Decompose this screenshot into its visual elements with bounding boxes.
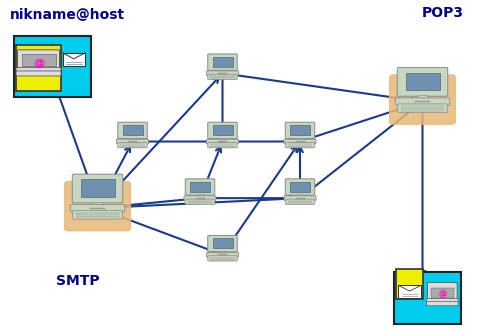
Text: POP3: POP3 bbox=[422, 6, 464, 20]
FancyBboxPatch shape bbox=[16, 71, 61, 76]
Bar bbox=[394, 272, 461, 324]
FancyBboxPatch shape bbox=[118, 143, 147, 148]
FancyBboxPatch shape bbox=[64, 181, 130, 231]
FancyBboxPatch shape bbox=[426, 299, 458, 302]
Bar bbox=[198, 194, 202, 196]
FancyBboxPatch shape bbox=[208, 256, 238, 261]
Bar bbox=[296, 141, 304, 142]
FancyBboxPatch shape bbox=[208, 122, 238, 139]
Bar bbox=[220, 251, 225, 253]
Bar bbox=[80, 179, 114, 197]
FancyBboxPatch shape bbox=[285, 122, 315, 139]
FancyBboxPatch shape bbox=[206, 139, 238, 144]
FancyBboxPatch shape bbox=[208, 54, 238, 70]
Bar bbox=[414, 101, 430, 103]
Bar bbox=[62, 53, 85, 66]
FancyBboxPatch shape bbox=[285, 179, 315, 195]
FancyBboxPatch shape bbox=[72, 174, 123, 203]
Bar bbox=[220, 138, 225, 140]
FancyBboxPatch shape bbox=[70, 204, 125, 212]
Bar bbox=[130, 138, 135, 140]
FancyBboxPatch shape bbox=[206, 71, 238, 76]
Bar bbox=[220, 70, 225, 72]
Text: @: @ bbox=[438, 290, 446, 299]
Bar bbox=[90, 207, 106, 209]
Bar bbox=[190, 182, 210, 192]
FancyBboxPatch shape bbox=[208, 143, 238, 148]
Bar bbox=[398, 285, 421, 298]
FancyBboxPatch shape bbox=[285, 143, 315, 148]
Bar bbox=[218, 254, 227, 255]
Bar bbox=[14, 36, 91, 97]
FancyBboxPatch shape bbox=[397, 68, 448, 96]
FancyBboxPatch shape bbox=[16, 68, 61, 72]
FancyBboxPatch shape bbox=[184, 196, 216, 200]
FancyBboxPatch shape bbox=[185, 179, 215, 195]
FancyBboxPatch shape bbox=[428, 282, 457, 300]
Bar bbox=[290, 125, 310, 135]
Bar bbox=[122, 125, 142, 135]
FancyBboxPatch shape bbox=[284, 139, 316, 144]
FancyBboxPatch shape bbox=[206, 252, 238, 257]
FancyBboxPatch shape bbox=[396, 269, 423, 299]
FancyBboxPatch shape bbox=[426, 302, 458, 306]
Bar bbox=[128, 141, 137, 142]
Bar bbox=[212, 238, 233, 248]
FancyBboxPatch shape bbox=[398, 104, 448, 113]
Text: SMTP: SMTP bbox=[56, 274, 100, 288]
FancyBboxPatch shape bbox=[284, 196, 316, 200]
FancyBboxPatch shape bbox=[185, 199, 215, 204]
FancyBboxPatch shape bbox=[16, 45, 61, 91]
Bar bbox=[298, 194, 302, 196]
FancyBboxPatch shape bbox=[285, 199, 315, 204]
FancyBboxPatch shape bbox=[395, 98, 450, 105]
Bar bbox=[290, 182, 310, 192]
FancyBboxPatch shape bbox=[208, 74, 238, 80]
Bar bbox=[431, 288, 454, 298]
FancyBboxPatch shape bbox=[18, 50, 59, 69]
FancyBboxPatch shape bbox=[118, 122, 147, 139]
FancyBboxPatch shape bbox=[116, 139, 148, 144]
Bar bbox=[22, 54, 56, 66]
Bar bbox=[418, 95, 427, 99]
FancyBboxPatch shape bbox=[390, 75, 456, 124]
Bar bbox=[218, 141, 227, 142]
Bar bbox=[93, 202, 102, 205]
Bar bbox=[212, 125, 233, 135]
Bar bbox=[298, 138, 302, 140]
Text: nikname@host: nikname@host bbox=[10, 8, 125, 22]
Bar bbox=[212, 57, 233, 67]
FancyBboxPatch shape bbox=[208, 235, 238, 252]
Bar bbox=[406, 73, 440, 90]
FancyBboxPatch shape bbox=[73, 210, 122, 219]
Text: @: @ bbox=[33, 58, 44, 68]
Bar bbox=[218, 73, 227, 74]
